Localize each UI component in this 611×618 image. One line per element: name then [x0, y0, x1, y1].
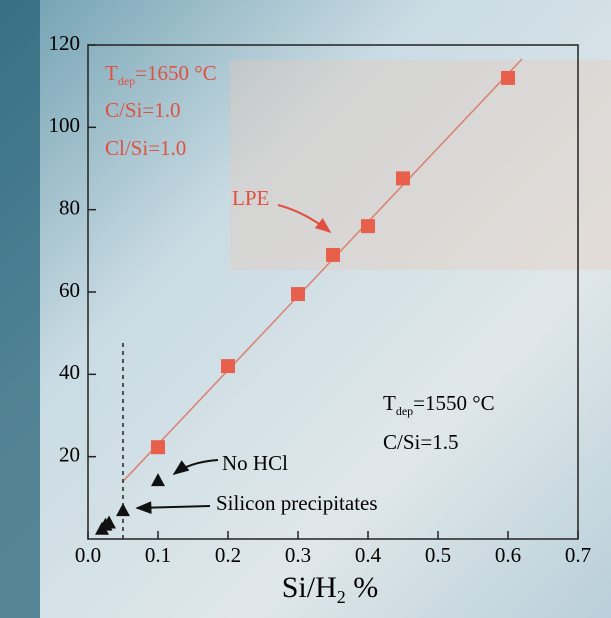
x-tick-label: 0.4	[355, 543, 382, 567]
y-tick-label: 40	[59, 360, 80, 384]
annotation: Cl/Si=1.0	[105, 136, 186, 160]
annotation: C/Si=1.0	[105, 98, 180, 122]
annotation: No HCl	[222, 451, 288, 475]
x-axis-label: Si/H2 %	[282, 571, 379, 607]
x-tick-label: 0.6	[495, 543, 521, 567]
x-tick-label: 0.2	[215, 543, 241, 567]
x-tick-label: 0.7	[565, 543, 591, 567]
point	[396, 171, 410, 185]
point	[221, 359, 235, 373]
annotation: Silicon precipitates	[216, 491, 378, 515]
annotation: LPE	[232, 186, 269, 210]
x-tick-label: 0.3	[285, 543, 311, 567]
point	[361, 219, 375, 233]
y-tick-label: 120	[49, 31, 81, 55]
y-tick-label: 20	[59, 442, 80, 466]
background-patch	[230, 60, 611, 270]
page: 204060801001200.00.10.20.30.40.50.60.7 T…	[0, 0, 611, 618]
point	[151, 440, 165, 454]
chart: 204060801001200.00.10.20.30.40.50.60.7 T…	[0, 0, 611, 618]
y-tick-label: 100	[49, 113, 81, 137]
x-tick-label: 0.5	[425, 543, 451, 567]
point	[501, 71, 515, 85]
annotation: C/Si=1.5	[383, 430, 458, 454]
y-tick-label: 80	[59, 195, 80, 219]
x-tick-label: 0.0	[75, 543, 101, 567]
point	[291, 287, 305, 301]
point	[326, 248, 340, 262]
y-tick-label: 60	[59, 278, 80, 302]
x-tick-label: 0.1	[145, 543, 171, 567]
background-strip	[0, 0, 40, 618]
